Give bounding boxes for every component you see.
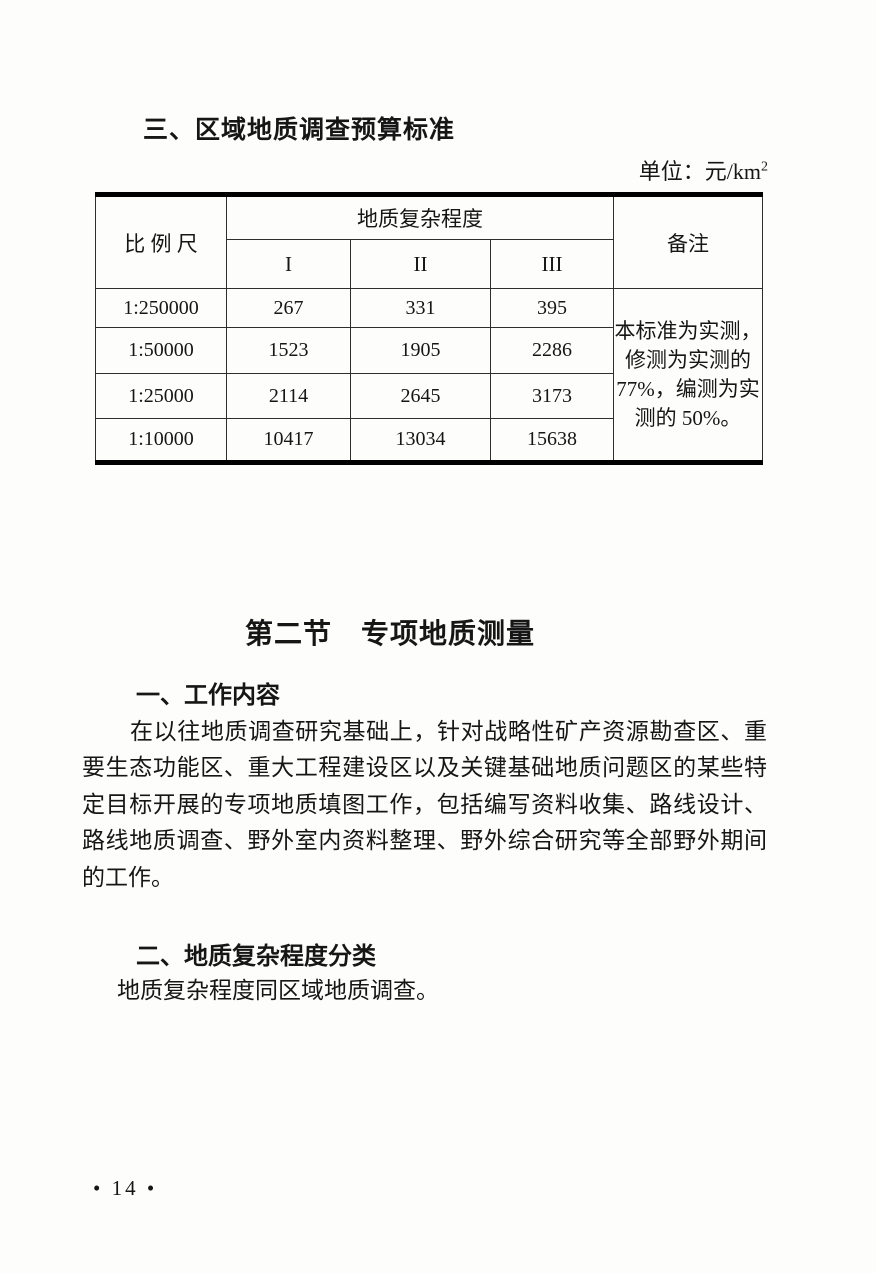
value-cell: 13034 [350, 418, 491, 463]
paragraph-line: 路线地质调查、野外室内资料整理、野外综合研究等全部野外期间 [82, 828, 767, 854]
scale-header-cell: 比 例 尺 [95, 194, 227, 289]
scale-cell: 1:10000 [95, 418, 227, 463]
section3-heading: 三、区域地质调查预算标准 [143, 116, 456, 144]
scale-cell: 1:25000 [95, 373, 227, 419]
subsection2-body: 地质复杂程度同区域地质调查。 [117, 978, 439, 1003]
value-cell: 2286 [489, 327, 615, 374]
table-header-row-1: 比 例 尺 地质复杂程度 备注 [95, 194, 764, 289]
table-header-row-2: I II III [96, 239, 763, 289]
grade-header-1: I [226, 239, 351, 289]
remark-line: 修测为实测的 [625, 347, 752, 372]
remark-line: 本标准为实测， [614, 318, 762, 343]
paragraph-line: 的工作。 [82, 864, 174, 890]
page-number: • 14 • [93, 1176, 158, 1200]
table-row: 1:25000 2114 2645 3173 [95, 373, 763, 419]
section2-heading: 第二节 专项地质测量 [244, 618, 535, 649]
unit-prefix: 单位： [638, 159, 705, 184]
paragraph-line: 要生态功能区、重大工程建设区以及关键基础地质问题区的某些特 [82, 755, 767, 781]
table-row: 1:250000 267 331 395 本标准为实测， 修测为实测的 77%，编测为实 测的… [95, 288, 764, 463]
value-cell: 2645 [350, 373, 491, 419]
value-cell: 3173 [489, 373, 615, 419]
grade-header-2: II [350, 239, 491, 289]
value-cell: 395 [489, 288, 615, 328]
budget-table: 比 例 尺 地质复杂程度 备注 I II III 1:250000 267 331 3… [95, 192, 764, 465]
subsection2-heading: 二、地质复杂程度分类 [136, 943, 376, 970]
unit-label: 单位：元/km2 [639, 154, 768, 186]
scale-cell: 1:250000 [95, 288, 227, 328]
value-cell: 2114 [226, 373, 351, 419]
scale-cell: 1:50000 [95, 327, 227, 374]
subsection1-heading: 一、工作内容 [136, 682, 280, 709]
table-row: 1:10000 10417 13034 15638 [95, 418, 763, 463]
paragraph-line: 定目标开展的专项地质填图工作，包括编写资料收集、路线设计、 [82, 791, 767, 817]
table-row: 1:50000 1523 1905 2286 [95, 327, 763, 374]
budget-table-body: 比 例 尺 地质复杂程度 备注 I II III 1:250000 267 331 3… [95, 194, 764, 463]
grade-header-3: III [489, 239, 615, 289]
remark-line: 77%，编测为实 [616, 376, 760, 401]
unit-exponent: 2 [761, 159, 768, 175]
remark-header-cell: 备注 [613, 194, 764, 289]
value-cell: 1523 [226, 327, 351, 374]
value-cell: 10417 [226, 418, 351, 463]
work-content-paragraph: 在以往地质调查研究基础上，针对战略性矿产资源勘查区、重要生态功能区、重大工程建设… [82, 714, 767, 896]
remark-line: 测的 50%。 [634, 405, 742, 430]
unit-base: 元/km [704, 159, 761, 184]
value-cell: 331 [350, 288, 491, 328]
remark-cell: 本标准为实测， 修测为实测的 77%，编测为实 测的 50%。 [613, 288, 764, 463]
budget-table-container: 比 例 尺 地质复杂程度 备注 I II III 1:250000 267 331 3… [95, 192, 764, 465]
paragraph-line: 在以往地质调查研究基础上，针对战略性矿产资源勘查区、重 [130, 719, 767, 744]
complexity-header-cell: 地质复杂程度 [225, 194, 615, 240]
value-cell: 267 [226, 288, 351, 328]
value-cell: 1905 [350, 327, 491, 374]
value-cell: 15638 [489, 418, 615, 463]
